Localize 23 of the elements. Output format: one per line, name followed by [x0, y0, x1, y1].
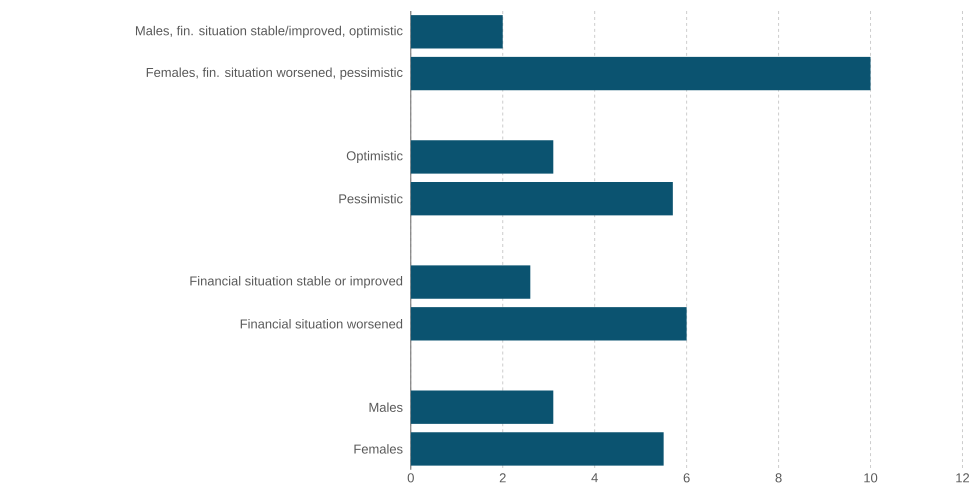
y-tick-label: Males, fin. situation stable/improved, optimistic [136, 26, 403, 38]
y-tick-label: Males [370, 402, 403, 412]
x-tick-label: 0 [408, 473, 414, 483]
bar [410, 266, 530, 299]
bar [410, 140, 554, 174]
y-tick-label: Females [354, 444, 403, 454]
y-tick-label: Pessimistic [339, 194, 403, 204]
x-tick-label: 8 [776, 473, 782, 483]
y-tick-label: Optimistic [346, 151, 403, 164]
y-tick-label: Financial situation worsened [240, 319, 402, 329]
bar [410, 182, 673, 216]
x-tick-label: 4 [591, 473, 598, 482]
bar [410, 390, 554, 424]
x-tick-label: 2 [500, 473, 506, 482]
bar [410, 57, 871, 90]
bar [410, 307, 687, 341]
x-tick-label: 10 [864, 473, 878, 483]
bar [410, 15, 503, 49]
bar [410, 432, 664, 466]
y-tick-label: Financial situation stable or improved [190, 276, 402, 288]
x-tick-label: 6 [684, 473, 690, 483]
y-tick-label: Females, fin. situation worsened, pessimistic [146, 68, 403, 80]
x-tick-label: 12 [956, 473, 970, 482]
